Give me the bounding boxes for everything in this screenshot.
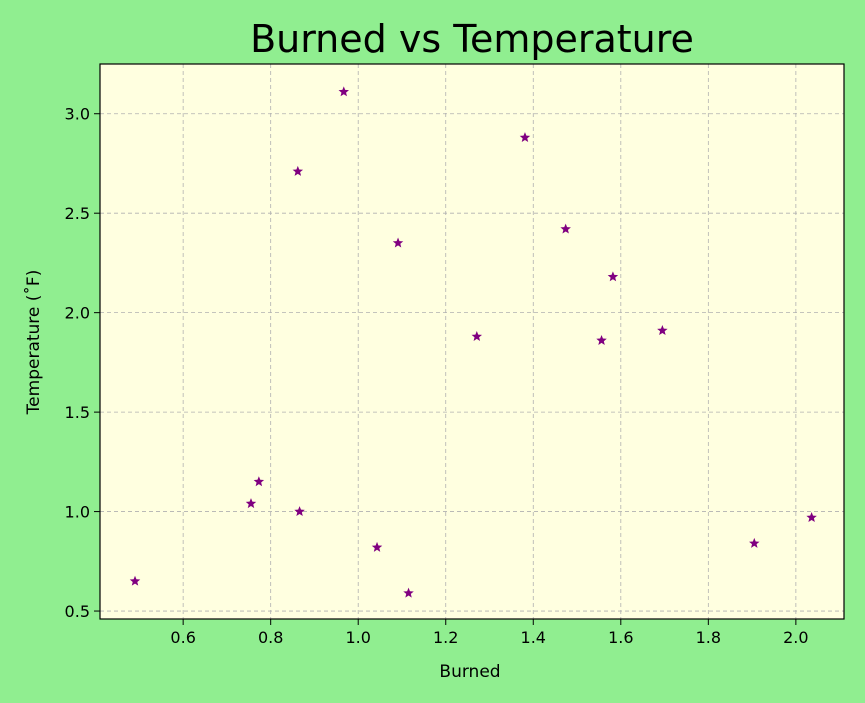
data-point bbox=[294, 506, 305, 517]
x-tick-label: 0.6 bbox=[170, 628, 195, 647]
x-tick-label: 1.8 bbox=[696, 628, 721, 647]
y-axis-ticks: 0.5 1.0 1.5 2.0 2.5 3.0 bbox=[65, 105, 100, 621]
data-point bbox=[519, 132, 531, 143]
data-point bbox=[338, 86, 349, 97]
plot-frame bbox=[99, 63, 845, 620]
x-tick-label: 0.8 bbox=[258, 628, 283, 647]
plot-area bbox=[100, 64, 844, 619]
data-point bbox=[596, 335, 607, 345]
x-axis-ticks: 0.6 0.8 1.0 1.2 1.4 1.6 1.8 2.0 bbox=[170, 619, 809, 647]
x-tick-label: 1.4 bbox=[521, 628, 546, 647]
data-point bbox=[560, 223, 571, 234]
y-tick-label: 2.0 bbox=[65, 304, 90, 323]
x-tick-label: 1.2 bbox=[433, 628, 458, 647]
data-point bbox=[749, 537, 760, 548]
y-tick-label: 1.0 bbox=[65, 503, 90, 522]
y-tick-label: 0.5 bbox=[65, 602, 90, 621]
y-axis-label: Temperature (˚F) bbox=[23, 270, 44, 416]
data-point bbox=[657, 325, 668, 336]
y-tick-label: 3.0 bbox=[65, 105, 90, 124]
x-tick-label: 2.0 bbox=[783, 628, 808, 647]
data-point bbox=[129, 575, 141, 586]
data-point bbox=[292, 165, 304, 176]
y-tick-label: 1.5 bbox=[65, 403, 90, 422]
y-tick-label: 2.5 bbox=[65, 204, 90, 223]
data-points bbox=[129, 86, 817, 598]
data-point bbox=[371, 541, 383, 552]
data-point bbox=[806, 512, 817, 522]
data-point bbox=[607, 271, 619, 282]
x-tick-label: 1.0 bbox=[345, 628, 370, 647]
data-point bbox=[245, 498, 257, 509]
data-point bbox=[403, 587, 414, 598]
x-axis-label: Burned bbox=[439, 662, 500, 682]
data-point bbox=[392, 237, 404, 248]
chart-title: Burned vs Temperature bbox=[250, 17, 694, 61]
x-tick-label: 1.6 bbox=[608, 628, 633, 647]
grid-lines bbox=[100, 64, 844, 619]
data-point bbox=[253, 476, 265, 487]
data-point bbox=[471, 331, 483, 341]
